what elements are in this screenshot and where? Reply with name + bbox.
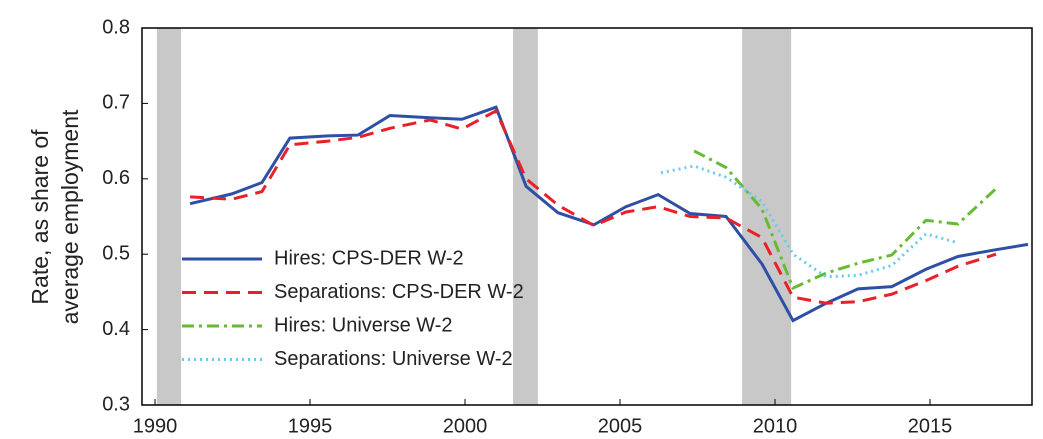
y-tick-label: 0.5	[102, 242, 130, 264]
y-axis-label: average employment	[57, 109, 83, 324]
legend-label: Separations: CPS-DER W-2	[274, 281, 524, 303]
x-tick-label: 1995	[288, 415, 333, 437]
y-tick-label: 0.6	[102, 167, 130, 189]
recession-band	[513, 28, 538, 405]
recession-band	[742, 28, 792, 405]
legend-label: Hires: Universe W-2	[274, 314, 453, 336]
x-tick-label: 2000	[443, 415, 488, 437]
plot-frame	[141, 27, 1033, 406]
y-tick-label: 0.3	[102, 393, 130, 415]
legend-label: Hires: CPS-DER W-2	[274, 247, 464, 269]
legend-label: Separations: Universe W-2	[274, 348, 513, 370]
x-tick-label: 1990	[133, 415, 178, 437]
series-line	[189, 105, 1029, 323]
series-line	[189, 108, 997, 305]
y-axis-label: Rate, as share of	[27, 129, 53, 305]
y-tick-label: 0.4	[102, 318, 130, 340]
x-tick-label: 2010	[753, 415, 798, 437]
series-line	[693, 149, 998, 291]
recession-band	[156, 28, 182, 405]
x-tick-label: 2015	[908, 415, 953, 437]
y-tick-label: 0.7	[102, 92, 130, 114]
y-tick-label: 0.8	[102, 16, 130, 38]
x-tick-label: 2005	[598, 415, 643, 437]
series-line	[660, 164, 959, 279]
